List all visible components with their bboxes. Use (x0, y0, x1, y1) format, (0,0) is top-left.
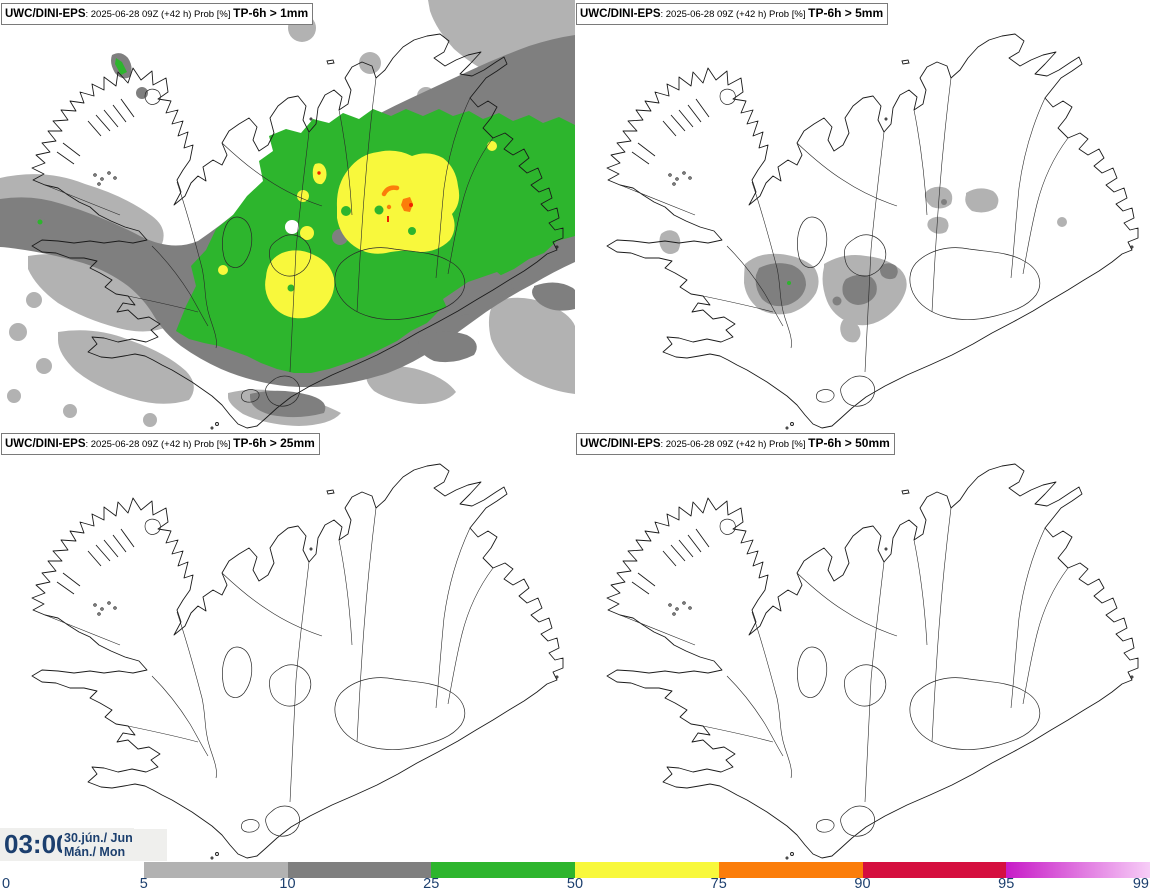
panel-tp-gt-25mm: UWC/DINI-EPS: 2025-06-28 09Z (+42 h) Pro… (0, 430, 575, 860)
valid-time: 03:00 (4, 829, 71, 859)
valid-weekday: Mán./ Mon (64, 845, 126, 859)
prob-shading-1mm (0, 0, 575, 427)
valid-date-box: 30.jún./ Jun Mán./ Mon (62, 829, 167, 861)
cb-seg-5-10 (143, 862, 288, 878)
panel-tp-gt-5mm: UWC/DINI-EPS: 2025-06-28 09Z (+42 h) Pro… (575, 0, 1150, 430)
probability-colorbar (0, 862, 1150, 878)
run-info: : 2025-06-28 09Z (+42 h) Prob [%] (85, 9, 234, 20)
map-tp-gt-50mm (606, 463, 1139, 860)
product-label: UWC/DINI-EPS (580, 438, 661, 450)
run-info: : 2025-06-28 09Z (+42 h) Prob [%] (660, 439, 809, 450)
product-label: UWC/DINI-EPS (580, 8, 661, 20)
cb-tick-90: 90 (854, 876, 871, 891)
run-info: : 2025-06-28 09Z (+42 h) Prob [%] (85, 439, 234, 450)
cb-tick-5: 5 (139, 876, 148, 891)
valid-date: 30.jún./ Jun (64, 831, 133, 845)
map-tp-gt-5mm (606, 33, 1139, 430)
cb-tick-95: 95 (998, 876, 1015, 891)
cb-tick-0: 0 (2, 876, 11, 891)
panel-tp-gt-1mm: UWC/DINI-EPS: 2025-06-28 09Z (+42 h) Pro… (0, 0, 575, 430)
cb-tick-50: 50 (566, 876, 584, 891)
map-tp-gt-25mm (31, 463, 564, 860)
threshold-label: TP-6h > 5mm (808, 6, 884, 20)
prob-shading-5mm (659, 186, 1067, 343)
cb-seg-0-5 (0, 862, 144, 878)
panel-tp-gt-50mm: UWC/DINI-EPS: 2025-06-28 09Z (+42 h) Pro… (575, 430, 1150, 860)
threshold-label: TP-6h > 25mm (233, 436, 315, 450)
cb-tick-25: 25 (423, 876, 440, 891)
run-info: : 2025-06-28 09Z (+42 h) Prob [%] (660, 9, 809, 20)
threshold-label: TP-6h > 50mm (808, 436, 890, 450)
cb-seg-10-25 (287, 862, 432, 878)
colorbar-ticks: 0 5 10 25 50 75 90 95 99 (0, 876, 1150, 891)
cb-seg-25-50 (431, 862, 575, 878)
panel-header: UWC/DINI-EPS: 2025-06-28 09Z (+42 h) Pro… (1, 433, 320, 455)
cb-seg-95-99 (1006, 862, 1150, 878)
panel-header: UWC/DINI-EPS: 2025-06-28 09Z (+42 h) Pro… (1, 3, 314, 25)
panel-header: UWC/DINI-EPS: 2025-06-28 09Z (+42 h) Pro… (576, 433, 895, 455)
cb-seg-90-95 (862, 862, 1007, 878)
product-label: UWC/DINI-EPS (5, 438, 86, 450)
cb-tick-99: 99 (1132, 876, 1149, 891)
cb-tick-75: 75 (710, 876, 727, 891)
threshold-label: TP-6h > 1mm (233, 6, 309, 20)
cb-seg-75-90 (718, 862, 863, 878)
product-label: UWC/DINI-EPS (5, 8, 86, 20)
cb-tick-10: 10 (279, 876, 296, 891)
cb-seg-50-75 (575, 862, 719, 878)
panel-header: UWC/DINI-EPS: 2025-06-28 09Z (+42 h) Pro… (576, 3, 889, 25)
map-tp-gt-1mm (0, 0, 575, 430)
